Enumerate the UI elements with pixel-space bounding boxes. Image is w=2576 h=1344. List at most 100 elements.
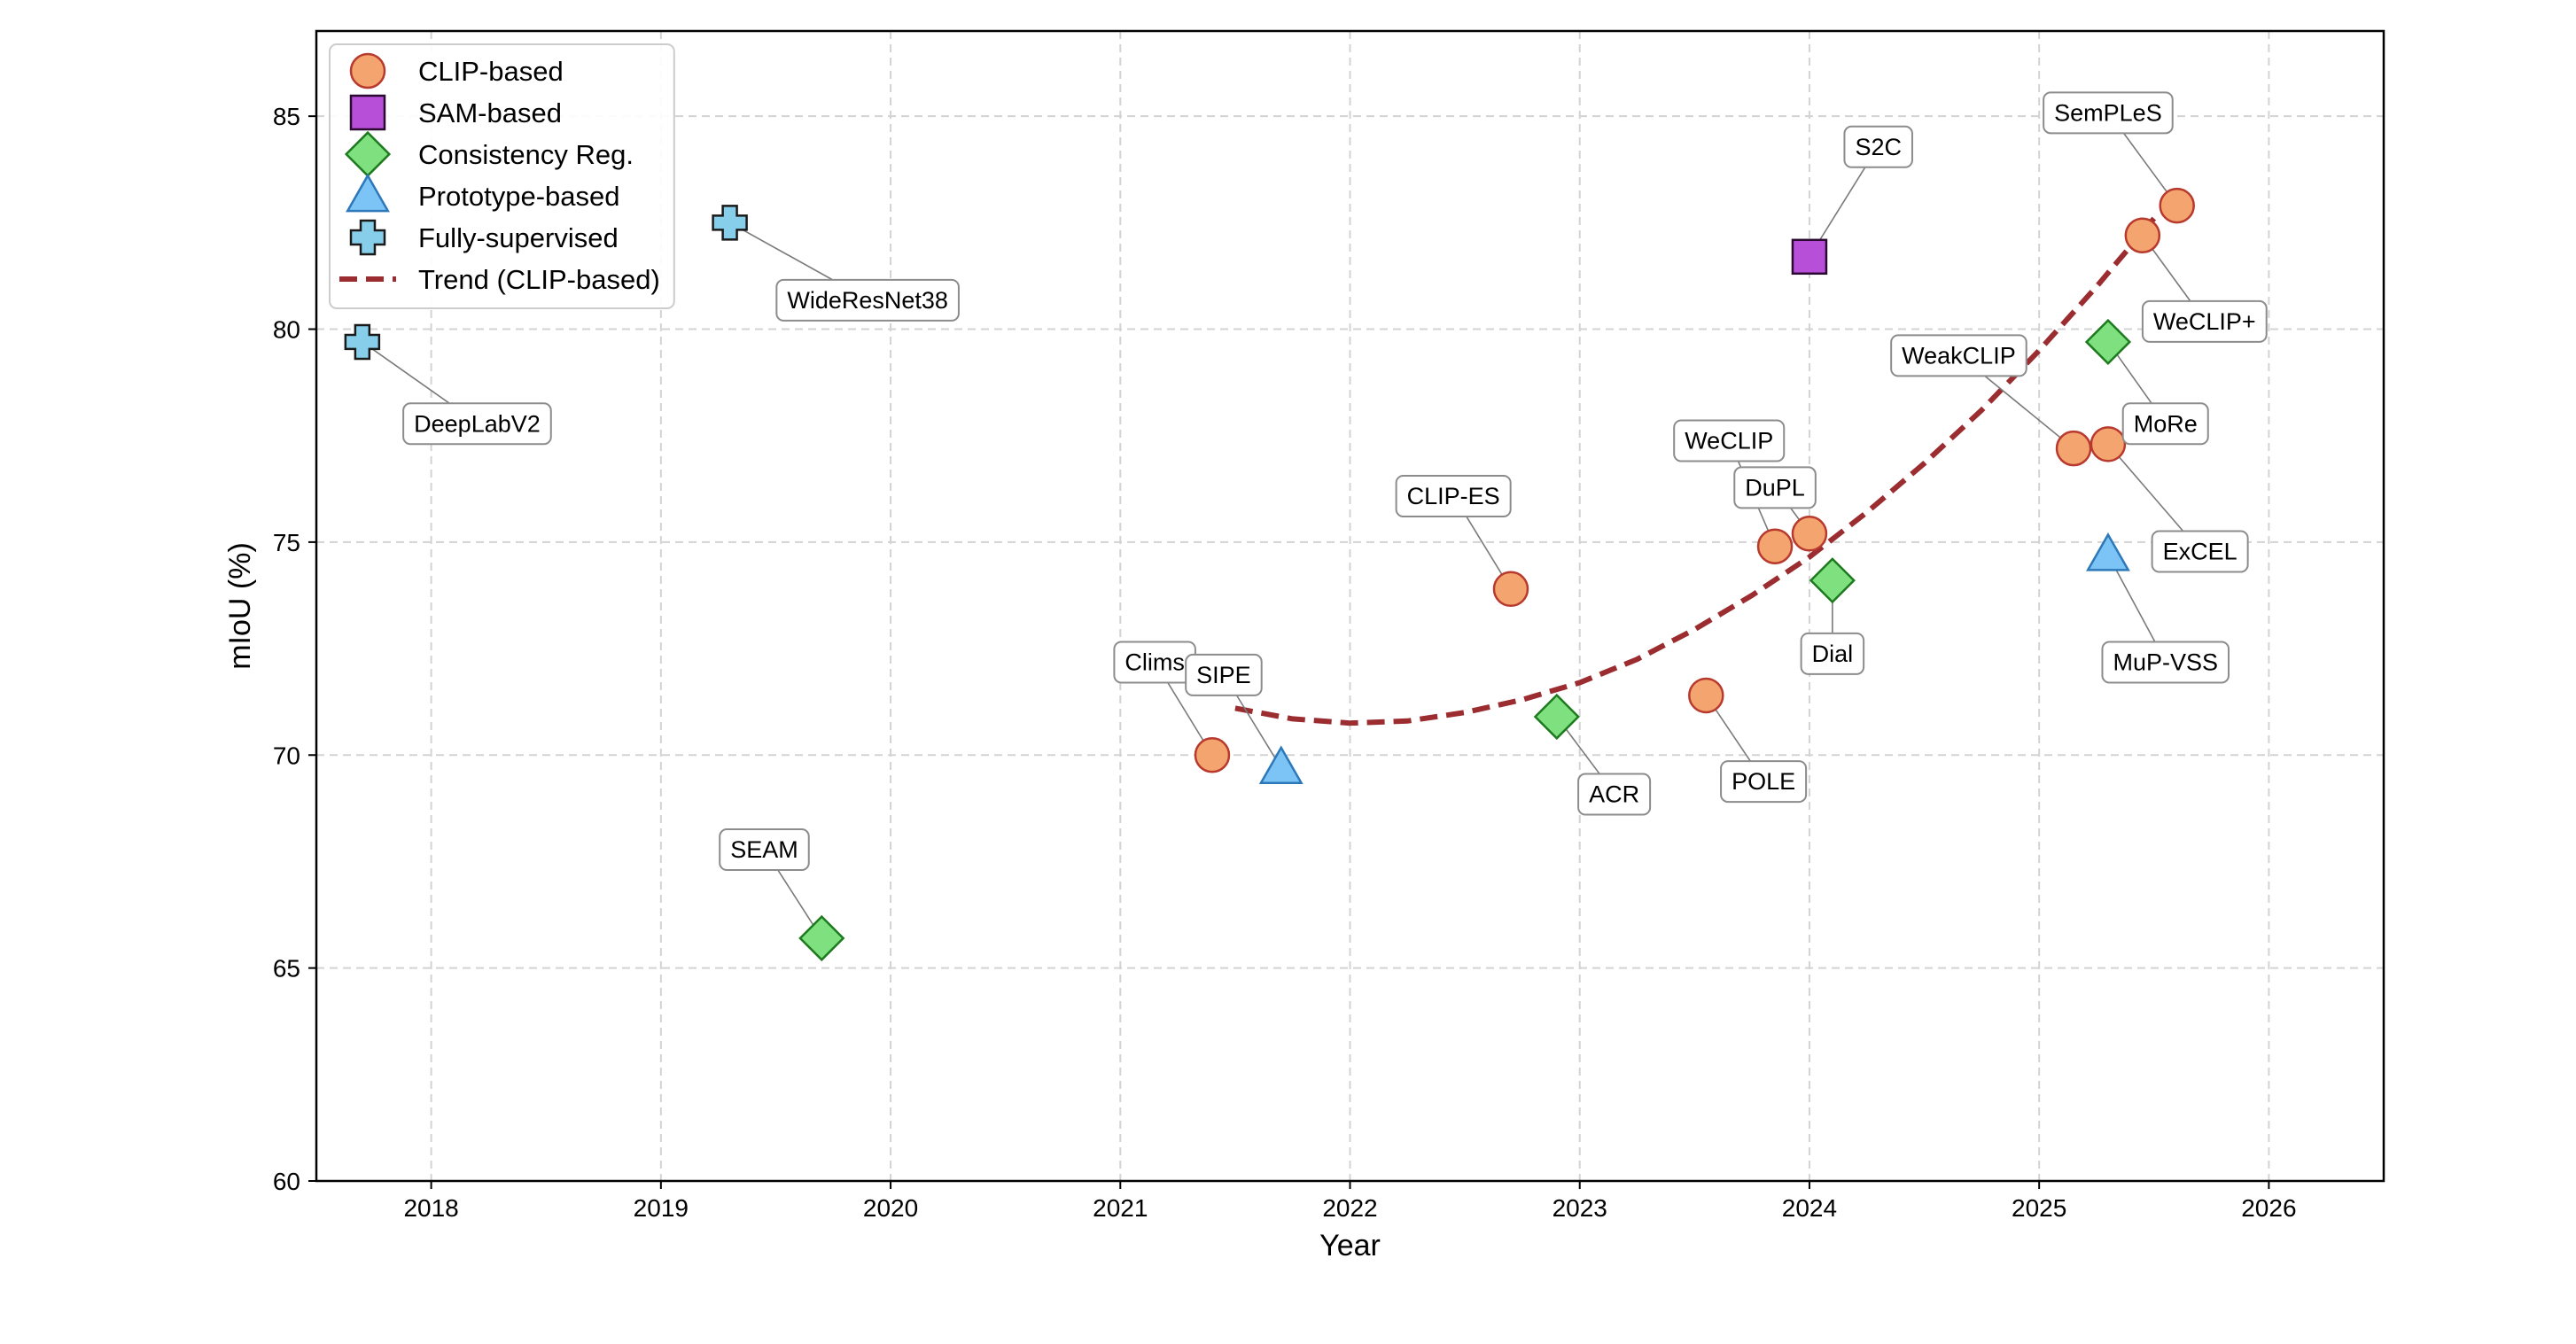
y-tick-label: 65 [273, 955, 300, 983]
data-point-seam [798, 914, 845, 962]
annotation-box-pole [1720, 760, 1808, 804]
y-tick-label: 70 [273, 742, 300, 769]
annotation-text-clip-es: CLIP-ES [1407, 483, 1500, 509]
data-point-weclip [1756, 528, 1794, 564]
data-point-mup-vss [2085, 532, 2130, 571]
annotation-s2c: S2C [1843, 125, 1913, 168]
data-point-dupl [1791, 516, 1828, 552]
x-tick-label: 2023 [1553, 1194, 1607, 1222]
annotation-deeplabv2: DeepLabV2 [402, 402, 552, 446]
data-point-excel [2090, 426, 2127, 462]
annotation-text-seam: SEAM [730, 836, 798, 863]
annotation-text-weclip: WeCLIP [1685, 428, 1773, 454]
data-markers [344, 187, 2195, 962]
legend-label-clip-based: CLIP-based [418, 56, 564, 87]
annotation-clip-es: CLIP-ES [1395, 475, 1512, 518]
annotation-text-wideresnet38: WideResNet38 [787, 287, 948, 314]
x-tick-label: 2025 [2012, 1194, 2066, 1222]
y-tick-label: 75 [273, 529, 300, 556]
legend-swatch-sam-based [349, 94, 386, 131]
legend-label-consistency-reg: Consistency Reg. [418, 139, 634, 170]
legend-box [329, 43, 675, 309]
annotation-box-dial [1800, 632, 1865, 675]
data-point-clip-es [1492, 571, 1529, 608]
legend-label-prototype-based: Prototype-based [418, 181, 619, 212]
annotation-box-semples [2043, 91, 2174, 135]
annotation-semples: SemPLeS [2043, 91, 2174, 135]
annotation-box-weclip [1673, 419, 1786, 462]
annotation-text-semples: SemPLeS [2054, 99, 2162, 126]
annotation-dial: Dial [1800, 632, 1865, 675]
annotation-text-pole: POLE [1732, 768, 1795, 795]
x-tick-label: 2019 [634, 1194, 689, 1222]
data-point-more [2084, 318, 2132, 366]
axis-ticks: 2018 2019 2020 2021 2022 2023 2024 2025 2026 60 65… [273, 103, 2297, 1222]
annotation-text-more: MoRe [2134, 410, 2198, 437]
annotation-weclip: WeCLIP [1673, 419, 1786, 462]
annotation-wideresnet38: WideResNet38 [775, 278, 960, 322]
legend-swatch-fully-supervised [349, 219, 386, 256]
legend-label-sam-based: SAM-based [418, 97, 562, 128]
legend-label-trend-clip-based: Trend (CLIP-based) [418, 264, 660, 295]
data-point-sipe [1258, 745, 1304, 785]
annotation-pole: POLE [1720, 760, 1808, 804]
annotation-text-mup-vss: MuP-VSS [2113, 649, 2218, 675]
x-tick-label: 2021 [1093, 1194, 1148, 1222]
y-tick-label: 80 [273, 316, 300, 344]
annotation-seam: SEAM [719, 828, 810, 872]
x-tick-label: 2024 [1782, 1194, 1837, 1222]
legend-swatch-clip-based [349, 52, 386, 89]
annotation-text-acr: ACR [1589, 781, 1639, 808]
data-point-weakclip [2055, 430, 2092, 467]
annotation-text-dupl: DuPL [1745, 474, 1805, 501]
data-point-pole [1688, 677, 1724, 714]
y-axis-title: mIoU (%) [223, 542, 257, 670]
annotation-box-sipe [1185, 653, 1263, 696]
annotation-box-mup-vss [2101, 641, 2230, 684]
annotation-text-weakclip: WeakCLIP [1902, 342, 2016, 369]
annotation-clims: Clims [1113, 641, 1196, 684]
data-point-acr [1533, 693, 1580, 741]
annotation-labels: Clims CLIP-ES POLE WeCLIP DuPL WeakCLIP ExCEL W… [402, 91, 2268, 872]
annotation-box-more [2121, 402, 2209, 446]
y-tick-label: 60 [273, 1168, 300, 1195]
annotation-acr: ACR [1577, 773, 1652, 816]
annotation-box-deeplabv2 [402, 402, 552, 446]
annotation-box-weclip [2141, 299, 2268, 343]
annotation-sipe: SIPE [1185, 653, 1263, 696]
trend-layer [1234, 216, 2157, 726]
annotation-box-acr [1577, 773, 1652, 816]
annotation-more: MoRe [2121, 402, 2209, 446]
legend: CLIP-based SAM-based Consistency Reg. Proto… [329, 43, 675, 309]
legend-label-fully-supervised: Fully-supervised [418, 222, 619, 253]
x-tick-label: 2018 [403, 1194, 458, 1222]
annotation-dupl: DuPL [1733, 466, 1817, 509]
annotation-text-sipe: SIPE [1196, 662, 1251, 688]
x-axis-title: Year [1319, 1229, 1381, 1262]
annotation-weclip: WeCLIP+ [2141, 299, 2268, 343]
x-tick-label: 2020 [863, 1194, 918, 1222]
annotation-text-dial: Dial [1812, 641, 1854, 667]
annotation-text-weclip: WeCLIP+ [2153, 308, 2256, 335]
y-tick-label: 85 [273, 103, 300, 130]
annotation-box-s2c [1843, 125, 1913, 168]
annotation-box-weakclip [1890, 334, 2027, 377]
x-tick-label: 2026 [2241, 1194, 2296, 1222]
trend-line [1234, 216, 2157, 726]
data-point-deeplabv2 [344, 323, 381, 361]
annotation-excel: ExCEL [2151, 530, 2249, 573]
annotation-weakclip: WeakCLIP [1890, 334, 2027, 377]
annotation-text-s2c: S2C [1855, 134, 1902, 160]
data-point-s2c [1791, 238, 1828, 276]
data-point-weclip [2124, 217, 2161, 254]
annotation-box-seam [719, 828, 810, 872]
annotation-box-clip-es [1395, 475, 1512, 518]
data-point-semples [2159, 187, 2195, 224]
annotation-box-excel [2151, 530, 2249, 573]
annotation-text-excel: ExCEL [2163, 539, 2237, 565]
legend-swatch-prototype-based [346, 173, 390, 213]
annotation-box-dupl [1733, 466, 1817, 509]
annotation-text-clims: Clims [1125, 649, 1185, 675]
